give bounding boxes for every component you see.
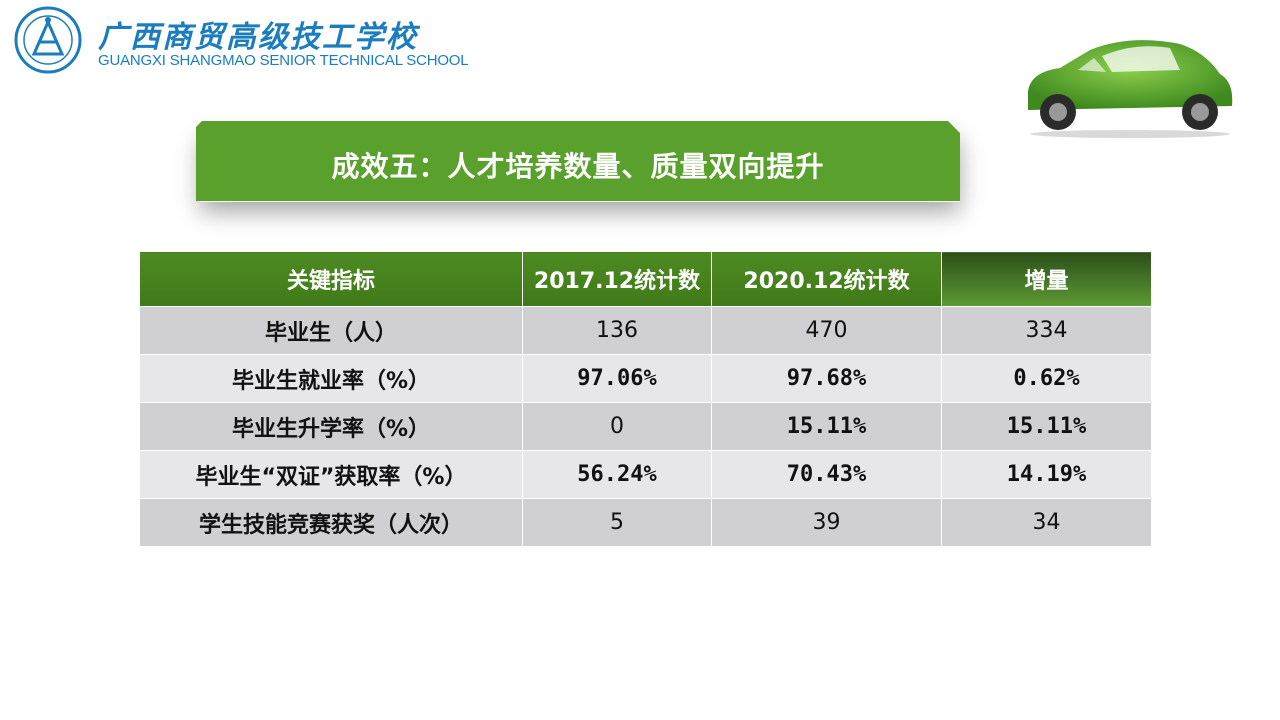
cell-increment: 15.11%: [941, 402, 1152, 451]
cell-2020: 470: [711, 306, 942, 355]
cell-2017: 0: [522, 402, 712, 451]
cell-2020: 70.43%: [711, 450, 942, 499]
header-key-indicator: 关键指标: [139, 251, 523, 307]
cell-2017: 136: [522, 306, 712, 355]
cell-increment: 334: [941, 306, 1152, 355]
green-car-icon: [1028, 40, 1233, 138]
row-label: 毕业生升学率（%）: [139, 402, 523, 451]
cell-increment: 34: [941, 498, 1152, 547]
cell-2017: 5: [522, 498, 712, 547]
row-label: 毕业生“双证”获取率（%）: [139, 450, 523, 499]
row-label: 毕业生（人）: [139, 306, 523, 355]
metrics-table: 关键指标 2017.12统计数 2020.12统计数 增量 毕业生（人） 136…: [139, 251, 1152, 547]
cell-2017: 56.24%: [522, 450, 712, 499]
page-title: 成效五：人才培养数量、质量双向提升: [331, 150, 825, 183]
table-row: 学生技能竞赛获奖（人次） 5 39 34: [139, 498, 1152, 547]
table-row: 毕业生（人） 136 470 334: [139, 306, 1152, 355]
header-2017: 2017.12统计数: [522, 251, 712, 307]
table-row: 毕业生就业率（%） 97.06% 97.68% 0.62%: [139, 354, 1152, 403]
school-name-cn: 广西商贸高级技工学校: [98, 20, 418, 55]
table-row: 毕业生“双证”获取率（%） 56.24% 70.43% 14.19%: [139, 450, 1152, 499]
cell-increment: 0.62%: [941, 354, 1152, 403]
header-increment: 增量: [941, 251, 1152, 307]
row-label: 毕业生就业率（%）: [139, 354, 523, 403]
school-logo: 广西商贸高级技工学校 GUANGXI SHANGMAO SENIOR TECHN…: [14, 6, 469, 76]
school-name-en: GUANGXI SHANGMAO SENIOR TECHNICAL SCHOOL: [98, 52, 469, 69]
table-header-row: 关键指标 2017.12统计数 2020.12统计数 增量: [139, 251, 1152, 307]
table-row: 毕业生升学率（%） 0 15.11% 15.11%: [139, 402, 1152, 451]
cell-2020: 15.11%: [711, 402, 942, 451]
row-label: 学生技能竞赛获奖（人次）: [139, 498, 523, 547]
cell-2020: 39: [711, 498, 942, 547]
header-2020: 2020.12统计数: [711, 251, 942, 307]
cell-2020: 97.68%: [711, 354, 942, 403]
cell-increment: 14.19%: [941, 450, 1152, 499]
school-emblem-icon: [14, 6, 82, 74]
cell-2017: 97.06%: [522, 354, 712, 403]
title-banner: 成效五：人才培养数量、质量双向提升: [196, 121, 960, 201]
